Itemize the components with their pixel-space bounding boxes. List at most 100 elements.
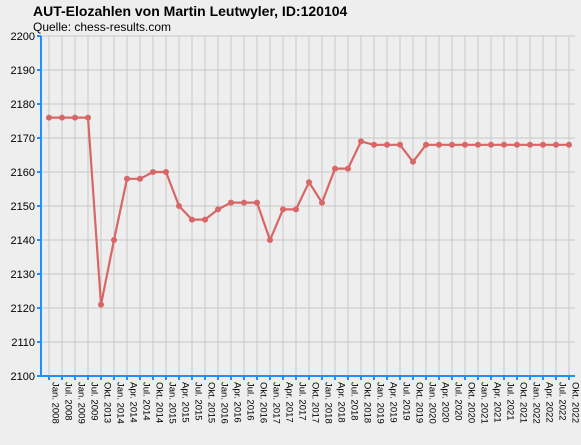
data-point [241,199,247,206]
x-tick-label: Jul. 2015 [193,382,204,421]
data-point [527,141,533,148]
axes [37,35,575,380]
data-point [46,114,52,121]
x-tick-label: Apr. 2014 [128,382,139,423]
y-tick-label: 2180 [11,99,35,111]
x-tick-label: Okt. 2017 [310,382,321,423]
y-tick-label: 2200 [11,31,35,43]
x-tick-label: Jan. 2014 [115,382,126,424]
x-tick-label: Jul. 2021 [505,382,516,421]
data-point [72,114,78,121]
data-point [228,199,234,206]
x-tick-label: Okt. 2019 [414,382,425,423]
x-tick-label: Okt. 2013 [102,382,113,423]
y-tick-label: 2120 [11,303,35,315]
y-tick-label: 2140 [11,235,35,247]
data-point [124,175,130,182]
data-point [150,169,156,175]
x-tick-label: Okt. 2021 [518,382,529,423]
x-tick-label: Jan. 2009 [76,382,87,424]
x-tick-label: Jan. 2021 [479,382,490,424]
x-tick-label: Jan. 2016 [219,382,230,424]
data-point [410,158,416,165]
grid-lines [41,35,575,377]
data-point [384,141,390,148]
chart-title: AUT-Elozahlen von Martin Leutwyler, ID:1… [33,3,348,19]
x-tick-label: Okt. 2020 [466,382,477,423]
x-tick-label: Apr. 2017 [284,382,295,423]
data-point [319,199,325,206]
x-tick-label: Okt. 2014 [154,382,165,423]
x-tick-label: Okt. 2015 [206,382,217,423]
y-tick-label: 2130 [11,269,35,281]
x-tick-label: Jan. 2017 [271,382,282,424]
y-tick-label: 2160 [11,167,35,179]
data-point [553,141,559,148]
data-point [423,141,429,148]
x-tick-label: Jul. 2022 [557,382,568,421]
x-tick-label: Okt. 2016 [258,382,269,423]
data-point [475,141,481,148]
x-tick-label: Apr. 2015 [180,382,191,423]
data-point [85,114,91,121]
y-tick-label: 2190 [11,65,35,77]
data-point [540,141,546,148]
data-point [462,141,468,148]
data-point [293,206,299,213]
data-point [111,237,117,243]
x-tick-label: Jan. 2020 [427,382,438,424]
data-point [280,206,286,213]
data-point [345,165,351,172]
x-tick-label: Okt. 2022 [570,382,581,423]
x-tick-label: Jan. 2015 [167,382,178,424]
x-tick-label: Jan. 2022 [531,382,542,424]
data-point [436,141,442,148]
data-point [449,141,455,148]
y-tick-label: 2100 [11,371,35,383]
y-tick-labels: 2100 2110 2120 2130 2140 2150 2160 2170 2180 2190… [11,31,35,383]
x-tick-label: Jul. 2016 [245,382,256,421]
x-tick-label: Jul. 2017 [297,382,308,421]
x-tick-label: Apr. 2018 [336,382,347,423]
data-point [332,165,338,172]
x-tick-label: Apr. 2020 [440,382,451,423]
data-point [176,203,182,209]
x-tick-label: Apr. 2019 [388,382,399,423]
x-tick-label: Jul. 2014 [141,382,152,421]
data-point [215,206,221,213]
data-point [358,138,364,145]
data-point [566,141,572,148]
x-tick-label: Jul. 2020 [453,382,464,421]
data-point [371,141,377,148]
x-tick-label: Apr. 2022 [544,382,555,423]
data-point [514,141,520,148]
x-tick-label: Jul. 2009 [89,382,100,421]
data-point [254,199,260,206]
data-point [189,216,195,223]
elo-series [46,114,572,308]
data-point [59,114,65,121]
x-tick-label: Jul. 2018 [349,382,360,421]
x-tick-label: Jan. 2018 [323,382,334,424]
x-tick-label: Apr. 2016 [232,382,243,423]
y-tick-label: 2150 [11,201,35,213]
y-tick-label: 2110 [11,337,35,349]
data-point [501,141,507,148]
data-point [488,141,494,148]
x-tick-label: Okt. 2018 [362,382,373,423]
data-point [306,179,312,186]
x-tick-label: Jan. 2019 [375,382,386,424]
data-point [397,141,403,148]
data-point [137,175,143,182]
chart-subtitle: Quelle: chess-results.com [33,20,172,34]
x-tick-label: Jan. 2008 [50,382,61,424]
x-tick-label: Apr. 2021 [492,382,503,423]
data-point [163,169,169,175]
x-tick-labels: Jan. 2008 Jul. 2008 Jan. 2009 Jul. 2009 Okt.… [50,382,581,424]
data-point [267,237,273,243]
x-tick-label: Jul. 2019 [401,382,412,421]
data-point [202,216,208,223]
data-point [98,301,104,308]
x-tick-label: Jul. 2008 [63,382,74,421]
